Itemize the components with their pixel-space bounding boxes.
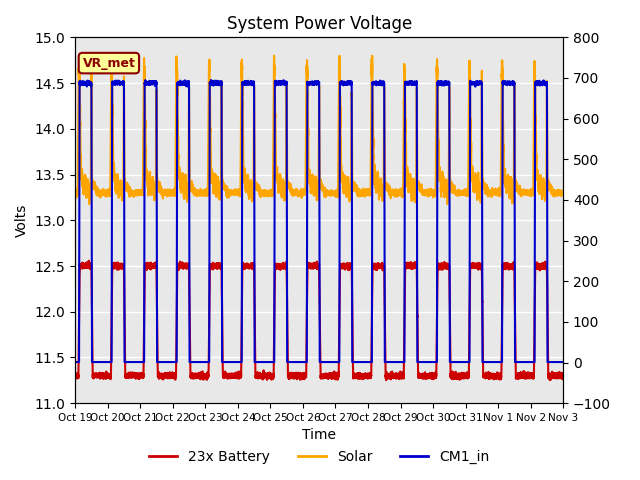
- Solar: [456, 188, 463, 194]
- CM1_in: [176, 81, 184, 86]
- CM1_in: [456, 359, 463, 365]
- Solar: [85, 201, 93, 207]
- CM1_in: [387, 359, 394, 365]
- 23x Battery: [176, 264, 184, 270]
- CM1_in: [254, 359, 262, 365]
- 23x Battery: [382, 377, 390, 383]
- Solar: [254, 187, 262, 192]
- 23x Battery: [387, 374, 394, 380]
- 23x Battery: [557, 373, 565, 379]
- Line: CM1_in: CM1_in: [75, 80, 563, 362]
- 23x Battery: [71, 372, 79, 378]
- CM1_in: [557, 359, 565, 365]
- Solar: [387, 188, 394, 194]
- 23x Battery: [456, 373, 463, 379]
- CM1_in: [207, 77, 215, 83]
- 23x Battery: [559, 373, 567, 379]
- CM1_in: [171, 359, 179, 365]
- Title: System Power Voltage: System Power Voltage: [227, 15, 412, 33]
- Solar: [71, 188, 79, 194]
- Solar: [176, 173, 184, 179]
- Text: VR_met: VR_met: [83, 57, 135, 70]
- Line: 23x Battery: 23x Battery: [75, 261, 563, 380]
- 23x Battery: [254, 372, 262, 377]
- Legend: 23x Battery, Solar, CM1_in: 23x Battery, Solar, CM1_in: [144, 444, 495, 469]
- Y-axis label: Volts: Volts: [15, 204, 29, 237]
- Solar: [171, 188, 179, 194]
- CM1_in: [71, 359, 79, 365]
- X-axis label: Time: Time: [302, 429, 336, 443]
- Solar: [557, 190, 565, 195]
- 23x Battery: [171, 370, 179, 376]
- Solar: [270, 53, 278, 59]
- 23x Battery: [85, 258, 93, 264]
- CM1_in: [559, 359, 567, 365]
- Solar: [559, 188, 567, 193]
- Line: Solar: Solar: [75, 56, 563, 204]
